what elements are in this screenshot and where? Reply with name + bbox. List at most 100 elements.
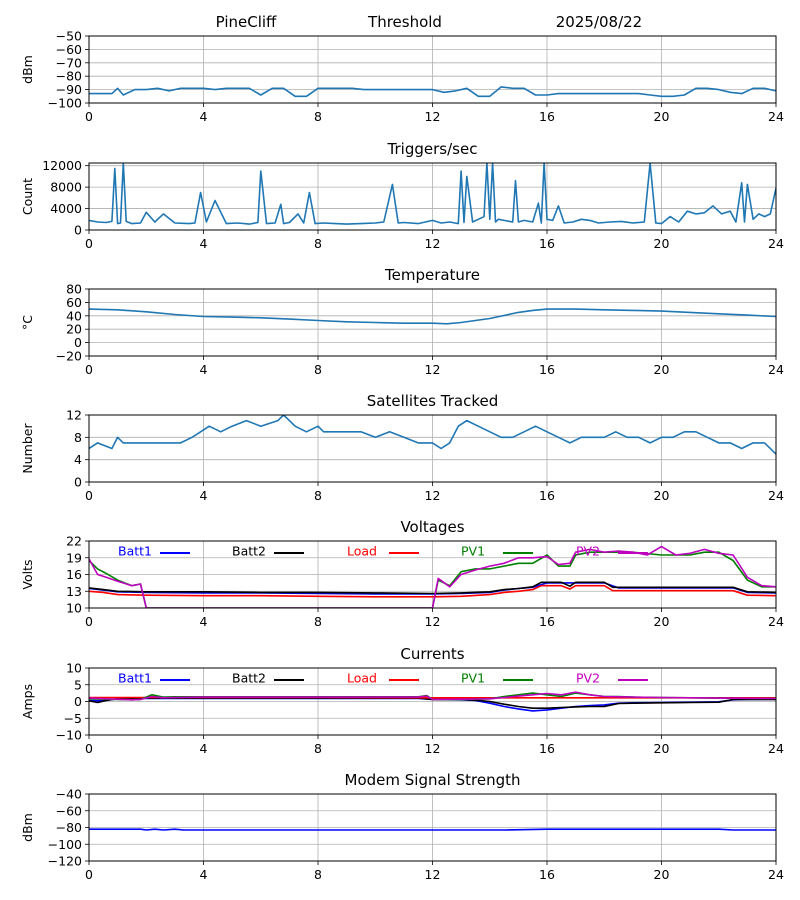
y-tick-label: 12000 bbox=[42, 158, 82, 173]
series-line-pv2 bbox=[89, 545, 776, 608]
chart-panel-1: 0 4 8 12 16 20 24 0 4000 8000 12000 Triggers/sec Cou… bbox=[20, 140, 784, 251]
y-tick-label: 22 bbox=[66, 534, 82, 549]
x-tick-label: 16 bbox=[539, 109, 555, 124]
series-line-pv2 bbox=[89, 691, 776, 701]
x-tick-label: 12 bbox=[425, 867, 441, 882]
chart-panel-6: 0 4 8 12 16 20 24 −120 −100 −80 −60−40 Modem Signal… bbox=[20, 771, 784, 882]
y-axis-label: Count bbox=[20, 178, 35, 215]
chart-panel-0: 0 4 8 12 16 20 24 −100−90−80−70−60−50 dBm bbox=[20, 29, 784, 125]
chart-title: Temperature bbox=[384, 266, 480, 284]
legend-label: Batt2 bbox=[232, 544, 266, 559]
y-tick-label: 0 bbox=[74, 223, 82, 238]
legend-label: PV1 bbox=[461, 544, 485, 559]
legend-label: Batt1 bbox=[118, 544, 152, 559]
y-tick-label: 0 bbox=[74, 694, 82, 709]
header-site: PineCliff bbox=[216, 13, 277, 31]
y-tick-label: −120 bbox=[48, 854, 82, 869]
y-axis-label: Volts bbox=[20, 559, 35, 589]
x-tick-label: 12 bbox=[425, 488, 441, 503]
x-tick-label: 0 bbox=[85, 236, 93, 251]
y-axis-label: Amps bbox=[20, 684, 35, 719]
y-tick-label: −50 bbox=[56, 29, 82, 44]
x-tick-label: 12 bbox=[425, 614, 441, 629]
x-tick-label: 20 bbox=[654, 867, 670, 882]
x-tick-label: 8 bbox=[314, 867, 322, 882]
x-tick-label: 4 bbox=[200, 488, 208, 503]
chart-panel-3: 0 4 8 12 16 20 24 0 4 8 12 Satellites Tracked Number bbox=[20, 392, 784, 503]
x-tick-label: 20 bbox=[654, 741, 670, 756]
x-tick-label: 20 bbox=[654, 614, 670, 629]
x-tick-label: 0 bbox=[85, 488, 93, 503]
series-line-load bbox=[89, 584, 776, 598]
y-tick-label: 20 bbox=[66, 322, 82, 337]
legend-label: Load bbox=[347, 544, 377, 559]
y-tick-label: 19 bbox=[66, 550, 82, 565]
x-tick-label: 20 bbox=[654, 109, 670, 124]
x-tick-label: 12 bbox=[425, 236, 441, 251]
y-tick-label: 0 bbox=[74, 475, 82, 490]
x-tick-label: 8 bbox=[314, 236, 322, 251]
x-tick-label: 24 bbox=[768, 362, 784, 377]
x-tick-label: 4 bbox=[200, 741, 208, 756]
y-tick-label: 8 bbox=[74, 430, 82, 445]
x-tick-label: 4 bbox=[200, 236, 208, 251]
y-tick-label: 5 bbox=[74, 677, 82, 692]
series-line bbox=[89, 163, 776, 225]
x-tick-label: 16 bbox=[539, 867, 555, 882]
x-tick-label: 0 bbox=[85, 867, 93, 882]
x-tick-label: 12 bbox=[425, 741, 441, 756]
header-date: 2025/08/22 bbox=[556, 13, 642, 31]
legend-label: Batt2 bbox=[232, 671, 266, 686]
legend-label: PV1 bbox=[461, 671, 485, 686]
y-tick-label: −20 bbox=[56, 349, 82, 364]
chart-title: Voltages bbox=[400, 518, 464, 536]
y-tick-label: −100 bbox=[48, 96, 82, 111]
x-tick-label: 12 bbox=[425, 362, 441, 377]
y-axis-label: dBm bbox=[20, 813, 35, 842]
series-line bbox=[89, 86, 776, 98]
y-tick-label: −60 bbox=[56, 803, 82, 818]
x-tick-label: 4 bbox=[200, 109, 208, 124]
x-tick-label: 20 bbox=[654, 236, 670, 251]
x-tick-label: 16 bbox=[539, 236, 555, 251]
x-tick-label: 20 bbox=[654, 488, 670, 503]
x-tick-label: 4 bbox=[200, 362, 208, 377]
x-tick-label: 0 bbox=[85, 362, 93, 377]
header-mode: Threshold bbox=[367, 13, 442, 31]
series-line bbox=[89, 308, 776, 325]
y-tick-label: 0 bbox=[74, 335, 82, 350]
y-tick-label: −60 bbox=[56, 42, 82, 57]
x-tick-label: 16 bbox=[539, 488, 555, 503]
x-tick-label: 24 bbox=[768, 614, 784, 629]
y-tick-label: −80 bbox=[56, 69, 82, 84]
x-tick-label: 24 bbox=[768, 867, 784, 882]
x-tick-label: 8 bbox=[314, 741, 322, 756]
x-tick-label: 16 bbox=[539, 741, 555, 756]
y-tick-label: 12 bbox=[66, 408, 82, 423]
y-tick-label: −5 bbox=[64, 711, 82, 726]
x-tick-label: 24 bbox=[768, 236, 784, 251]
series-line bbox=[89, 828, 776, 831]
y-tick-label: 13 bbox=[66, 584, 82, 599]
y-axis-label: °C bbox=[20, 315, 35, 330]
y-tick-label: −70 bbox=[56, 55, 82, 70]
x-tick-label: 4 bbox=[200, 614, 208, 629]
chart-title: Currents bbox=[400, 645, 464, 663]
legend-label: PV2 bbox=[576, 671, 600, 686]
x-tick-label: 16 bbox=[539, 614, 555, 629]
y-tick-label: 60 bbox=[66, 295, 82, 310]
series-line-batt2 bbox=[89, 581, 776, 595]
y-tick-label: 4 bbox=[74, 452, 82, 467]
chart-title: Satellites Tracked bbox=[367, 392, 498, 410]
y-tick-label: −90 bbox=[56, 82, 82, 97]
x-tick-label: 0 bbox=[85, 109, 93, 124]
y-tick-label: 4000 bbox=[50, 201, 82, 216]
y-tick-label: 10 bbox=[66, 601, 82, 616]
y-axis-label: Number bbox=[20, 423, 35, 474]
y-tick-label: 40 bbox=[66, 308, 82, 323]
